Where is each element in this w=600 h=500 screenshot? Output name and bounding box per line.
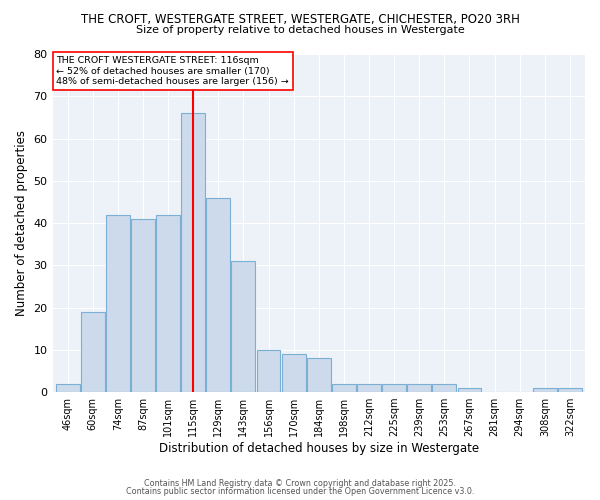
Bar <box>131 219 155 392</box>
Text: THE CROFT, WESTERGATE STREET, WESTERGATE, CHICHESTER, PO20 3RH: THE CROFT, WESTERGATE STREET, WESTERGATE… <box>80 12 520 26</box>
Bar <box>257 350 280 392</box>
Bar <box>56 384 80 392</box>
Y-axis label: Number of detached properties: Number of detached properties <box>15 130 28 316</box>
Bar <box>282 354 305 392</box>
Bar <box>433 384 456 392</box>
Text: Size of property relative to detached houses in Westergate: Size of property relative to detached ho… <box>136 25 464 35</box>
Bar <box>407 384 431 392</box>
Bar <box>558 388 582 392</box>
Text: Contains HM Land Registry data © Crown copyright and database right 2025.: Contains HM Land Registry data © Crown c… <box>144 478 456 488</box>
Bar <box>458 388 481 392</box>
Bar <box>206 198 230 392</box>
Bar <box>533 388 557 392</box>
Bar <box>106 214 130 392</box>
Bar <box>332 384 356 392</box>
Bar <box>81 312 104 392</box>
Bar <box>307 358 331 392</box>
Bar <box>181 113 205 392</box>
X-axis label: Distribution of detached houses by size in Westergate: Distribution of detached houses by size … <box>159 442 479 455</box>
Bar <box>357 384 381 392</box>
Text: THE CROFT WESTERGATE STREET: 116sqm
← 52% of detached houses are smaller (170)
4: THE CROFT WESTERGATE STREET: 116sqm ← 52… <box>56 56 289 86</box>
Bar <box>382 384 406 392</box>
Bar <box>156 214 180 392</box>
Bar <box>232 261 256 392</box>
Text: Contains public sector information licensed under the Open Government Licence v3: Contains public sector information licen… <box>126 487 474 496</box>
